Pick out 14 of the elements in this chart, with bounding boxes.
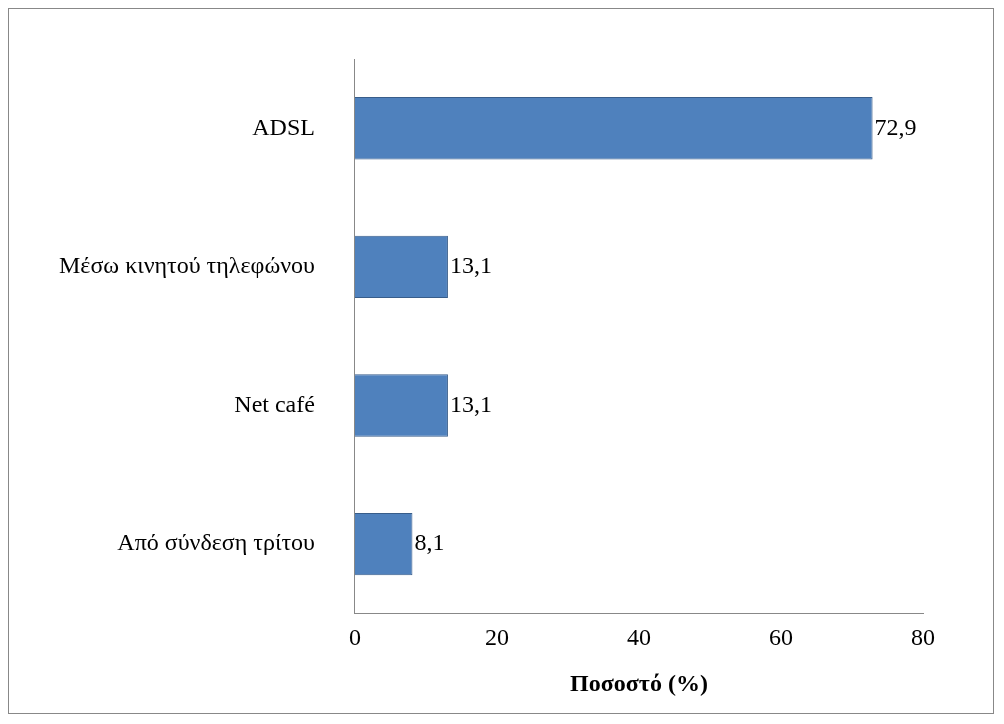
y-tick-label: Net café bbox=[234, 390, 315, 417]
y-tick-label: ADSL bbox=[252, 113, 315, 140]
x-tick-label: 60 bbox=[768, 624, 793, 651]
x-tick-label: 40 bbox=[626, 624, 651, 651]
x-tick-label: 0 bbox=[348, 624, 361, 651]
x-tick-label: 80 bbox=[911, 624, 935, 651]
data-label: 13,1 bbox=[449, 390, 492, 417]
data-label: 8,1 bbox=[414, 529, 445, 556]
x-tick-label: 20 bbox=[484, 624, 509, 651]
data-label: 72,9 bbox=[874, 113, 917, 140]
y-tick-label: Μέσω κινητού τηλεφώνου bbox=[58, 252, 315, 279]
x-axis-title: Ποσοστό (%) bbox=[570, 669, 708, 696]
data-label: 13,1 bbox=[449, 252, 492, 279]
y-tick-label: Από σύνδεση τρίτου bbox=[117, 529, 315, 556]
